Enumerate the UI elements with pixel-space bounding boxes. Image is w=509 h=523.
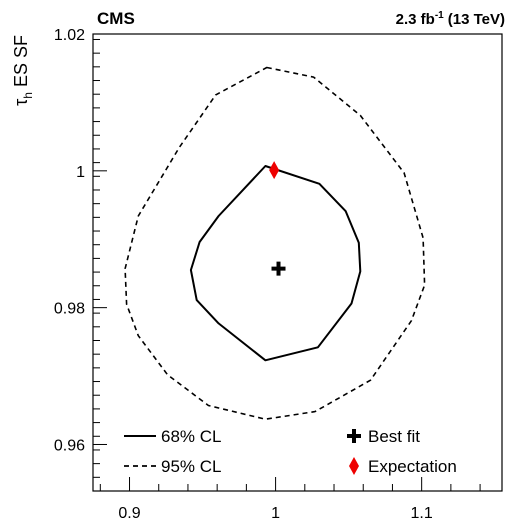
y-axis-ticks: 0.96 0.98 1 1.02 [54, 27, 107, 492]
y-tick-label: 0.96 [54, 437, 85, 454]
contour-layer [124, 66, 426, 420]
x-tick-label: 1 [271, 505, 280, 522]
legend-label-expectation: Expectation [368, 457, 457, 476]
y-axis-title-text: ES SF [11, 35, 31, 87]
luminosity-superscript: -1 [435, 10, 444, 21]
legend-label-95cl: 95% CL [161, 457, 221, 476]
legend-expectation-diamond-icon [349, 457, 359, 475]
plot-frame [92, 33, 503, 492]
y-tick-label: 1 [76, 164, 85, 181]
y-axis-title-subscript: h [21, 92, 35, 99]
legend-best-fit-cross-icon [347, 429, 361, 443]
x-tick-label: 1.1 [411, 505, 433, 522]
y-axis-title: τh ES SF [11, 35, 35, 106]
legend-label-best-fit: Best fit [368, 427, 420, 446]
contour-95cl [124, 66, 426, 420]
contour-68cl [189, 165, 362, 362]
y-tick-label: 0.98 [54, 301, 85, 318]
y-tick-label: 1.02 [54, 27, 85, 44]
luminosity-energy: (13 TeV) [448, 11, 505, 28]
x-axis-ticks: 0.9 1 1.1 [99, 477, 481, 522]
y-axis-title-symbol: τ [11, 99, 31, 106]
experiment-label: CMS [97, 9, 135, 28]
legend: 68% CL 95% CL Best fit Expectation [124, 427, 457, 476]
legend-label-68cl: 68% CL [161, 427, 221, 446]
marker-layer [269, 161, 286, 276]
luminosity-label: 2.3 fb-1 (13 TeV) [396, 10, 505, 28]
x-tick-label: 0.9 [118, 505, 140, 522]
luminosity-value: 2.3 fb [396, 11, 435, 28]
expectation-marker [269, 161, 280, 180]
best-fit-marker [271, 261, 286, 276]
